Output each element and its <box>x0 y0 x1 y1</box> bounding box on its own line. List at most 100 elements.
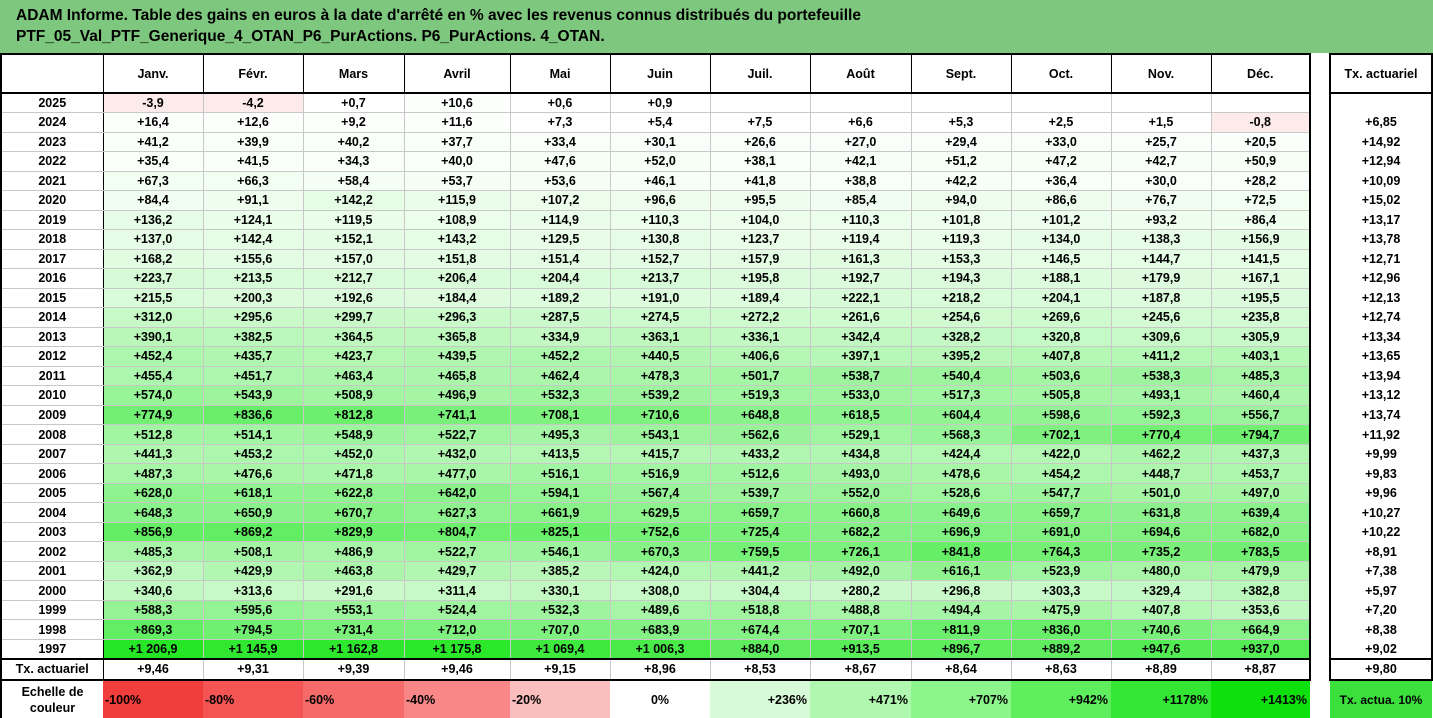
gain-cell: +9,2 <box>302 112 405 133</box>
gain-cell: +213,5 <box>202 268 304 289</box>
gain-cell: +659,7 <box>709 502 811 523</box>
gain-cell: +10,6 <box>403 92 511 114</box>
actuarial-value: +13,78 <box>1329 229 1433 250</box>
gain-cell: +435,7 <box>202 346 304 367</box>
gain-cell: +108,9 <box>403 209 511 231</box>
gain-cell: +0,9 <box>609 92 711 114</box>
color-scale-label: Echelle de couleur <box>0 679 103 718</box>
gain-cell: +694,6 <box>1110 521 1212 543</box>
year-cell: 2002 <box>0 541 104 562</box>
gain-cell: +141,5 <box>1210 248 1311 270</box>
gain-cell: +312,0 <box>102 307 204 328</box>
year-cell: 2013 <box>0 326 104 348</box>
gain-cell: +523,9 <box>1010 560 1112 582</box>
color-scale-swatch: +1413% <box>1211 679 1310 718</box>
gain-cell: +453,2 <box>202 443 304 465</box>
gain-cell: +280,2 <box>809 580 912 601</box>
actuarial-rate-table: Tx. actuariel +6,85 +14,92 +12,94 +10,09 +15… <box>1329 53 1433 718</box>
gain-cell: +451,7 <box>202 365 304 387</box>
gain-cell: +204,4 <box>509 268 611 289</box>
gain-cell: +661,9 <box>509 502 611 523</box>
table-row: 2003 +856,9 +869,2 +829,9 +804,7 +825,1 +752,6… <box>0 521 1311 543</box>
gain-cell: +311,4 <box>403 580 511 601</box>
actuarial-rate-header: Tx. actuariel <box>1329 53 1433 94</box>
gain-cell: +189,2 <box>509 287 611 309</box>
gain-cell: +305,9 <box>1210 326 1311 348</box>
gain-cell: +884,0 <box>709 638 811 660</box>
gain-cell: +156,9 <box>1210 229 1311 250</box>
gain-cell: +494,4 <box>910 599 1012 621</box>
gain-cell: +477,0 <box>403 463 511 484</box>
gain-cell: +696,9 <box>910 521 1012 543</box>
gain-cell: +556,7 <box>1210 404 1311 426</box>
gain-cell: +206,4 <box>403 268 511 289</box>
color-scale-swatch: +236% <box>710 679 810 718</box>
gain-cell: +429,9 <box>202 560 304 582</box>
year-cell: 2009 <box>0 404 104 426</box>
gain-cell: +462,4 <box>509 365 611 387</box>
gain-cell: +7,5 <box>709 112 811 133</box>
gain-cell: +514,1 <box>202 424 304 445</box>
gain-cell: +137,0 <box>102 229 204 250</box>
gain-cell: +91,1 <box>202 190 304 211</box>
actuarial-scale-swatch: Tx. actua. 10% <box>1330 679 1432 718</box>
year-cell: 2008 <box>0 424 104 445</box>
gain-cell: +215,5 <box>102 287 204 309</box>
gain-cell: +465,8 <box>403 365 511 387</box>
gain-cell: +642,0 <box>403 482 511 504</box>
gain-cell: +157,9 <box>709 248 811 270</box>
gain-cell: +708,1 <box>509 404 611 426</box>
gain-cell: +462,2 <box>1110 443 1212 465</box>
table-row: 1999 +588,3 +595,6 +553,1 +524,4 +532,3 +489,6… <box>0 599 1311 621</box>
gain-cell: +503,6 <box>1010 365 1112 387</box>
color-scale-swatch: -20% <box>510 679 610 718</box>
year-cell: 2012 <box>0 346 104 367</box>
report-title-line2: PTF_05_Val_PTF_Generique_4_OTAN_P6_PurAc… <box>16 28 605 45</box>
actuarial-row: +15,02 <box>1329 190 1433 211</box>
gain-cell: +478,6 <box>910 463 1012 484</box>
year-cell: 2006 <box>0 463 104 484</box>
gain-cell: +496,9 <box>403 385 511 406</box>
actuarial-value: +10,09 <box>1329 171 1433 191</box>
gain-cell: +16,4 <box>102 112 204 133</box>
month-header: Nov. <box>1110 53 1212 94</box>
gain-cell: +501,0 <box>1110 482 1212 504</box>
gain-cell: +604,4 <box>910 404 1012 426</box>
gain-cell: +670,7 <box>302 502 405 523</box>
gain-cell: +488,8 <box>809 599 912 621</box>
gain-cell: +889,2 <box>1010 638 1112 660</box>
actuarial-value: +7,20 <box>1329 600 1433 620</box>
gain-cell: +913,5 <box>809 638 912 660</box>
gain-cell: +223,7 <box>102 268 204 289</box>
gain-cell: +518,8 <box>709 599 811 621</box>
gain-cell: +522,7 <box>403 541 511 562</box>
year-cell: 2021 <box>0 170 104 192</box>
month-header-row: Janv. Févr. Mars Avril Mai Juin Juil. Ao… <box>0 53 1311 94</box>
gain-cell: +548,9 <box>302 424 405 445</box>
gain-cell: -0,8 <box>1210 112 1311 133</box>
actuarial-row: +12,74 <box>1329 307 1433 328</box>
year-cell: 2003 <box>0 521 104 543</box>
gain-cell: +660,8 <box>809 502 912 523</box>
gain-cell: +0,7 <box>302 92 405 114</box>
actuarial-row: +6,85 <box>1329 112 1433 133</box>
gain-cell: +261,6 <box>809 307 912 328</box>
gain-cell: +272,2 <box>709 307 811 328</box>
actuarial-row: +14,92 <box>1329 132 1433 152</box>
color-scale-swatch: 0% <box>610 679 710 718</box>
gain-cell: +194,3 <box>910 268 1012 289</box>
month-header: Mai <box>509 53 611 94</box>
month-header: Févr. <box>202 53 304 94</box>
gain-cell: +533,0 <box>809 385 912 406</box>
gain-cell: +66,3 <box>202 170 304 192</box>
report-header: ADAM Informe. Table des gains en euros à… <box>0 0 1433 53</box>
gain-cell: +543,9 <box>202 385 304 406</box>
gain-cell: +269,6 <box>1010 307 1112 328</box>
gain-cell: +452,4 <box>102 346 204 367</box>
gain-cell: +245,6 <box>1110 307 1212 328</box>
gain-cell: +382,8 <box>1210 580 1311 601</box>
gain-cell: +142,4 <box>202 229 304 250</box>
actuarial-value: +13,94 <box>1329 366 1433 386</box>
gain-cell: +385,2 <box>509 560 611 582</box>
actuarial-row: +13,65 <box>1329 346 1433 367</box>
